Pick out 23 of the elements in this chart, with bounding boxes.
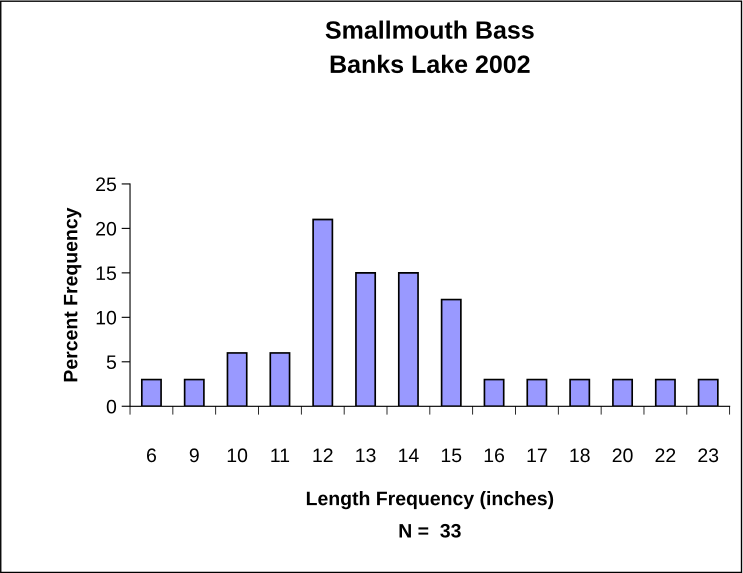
x-tick-label: 9 [190, 448, 199, 462]
x-tick-label: 13 [356, 448, 376, 462]
x-tick-label: 20 [612, 448, 633, 462]
x-axis-title: Length Frequency (inches) N = 33 [306, 491, 554, 538]
y-tick-label: 10 [96, 310, 116, 325]
x-tick-label: 23 [698, 448, 718, 462]
x-tick-label: 11 [271, 448, 290, 462]
x-tick-label: 18 [570, 448, 590, 462]
x-tick-label: 22 [656, 448, 676, 462]
y-tick-label: 20 [96, 222, 116, 236]
y-tick-label: 15 [96, 266, 116, 280]
y-tick-label: 25 [96, 177, 116, 192]
chart-title: Smallmouth Bass Banks Lake 2002 [326, 20, 534, 74]
x-tick-label: 6 [147, 448, 156, 462]
x-tick-label: 14 [399, 448, 419, 462]
x-tick-label: 12 [313, 448, 333, 462]
y-axis-title: Percent Frequency [64, 208, 82, 382]
x-tick-label: 15 [442, 448, 462, 462]
x-tick-label: 10 [228, 448, 248, 462]
x-tick-label: 16 [484, 448, 504, 462]
x-tick-label: 17 [528, 448, 547, 462]
y-tick-label: 5 [106, 355, 116, 370]
y-tick-label: 0 [106, 400, 116, 414]
